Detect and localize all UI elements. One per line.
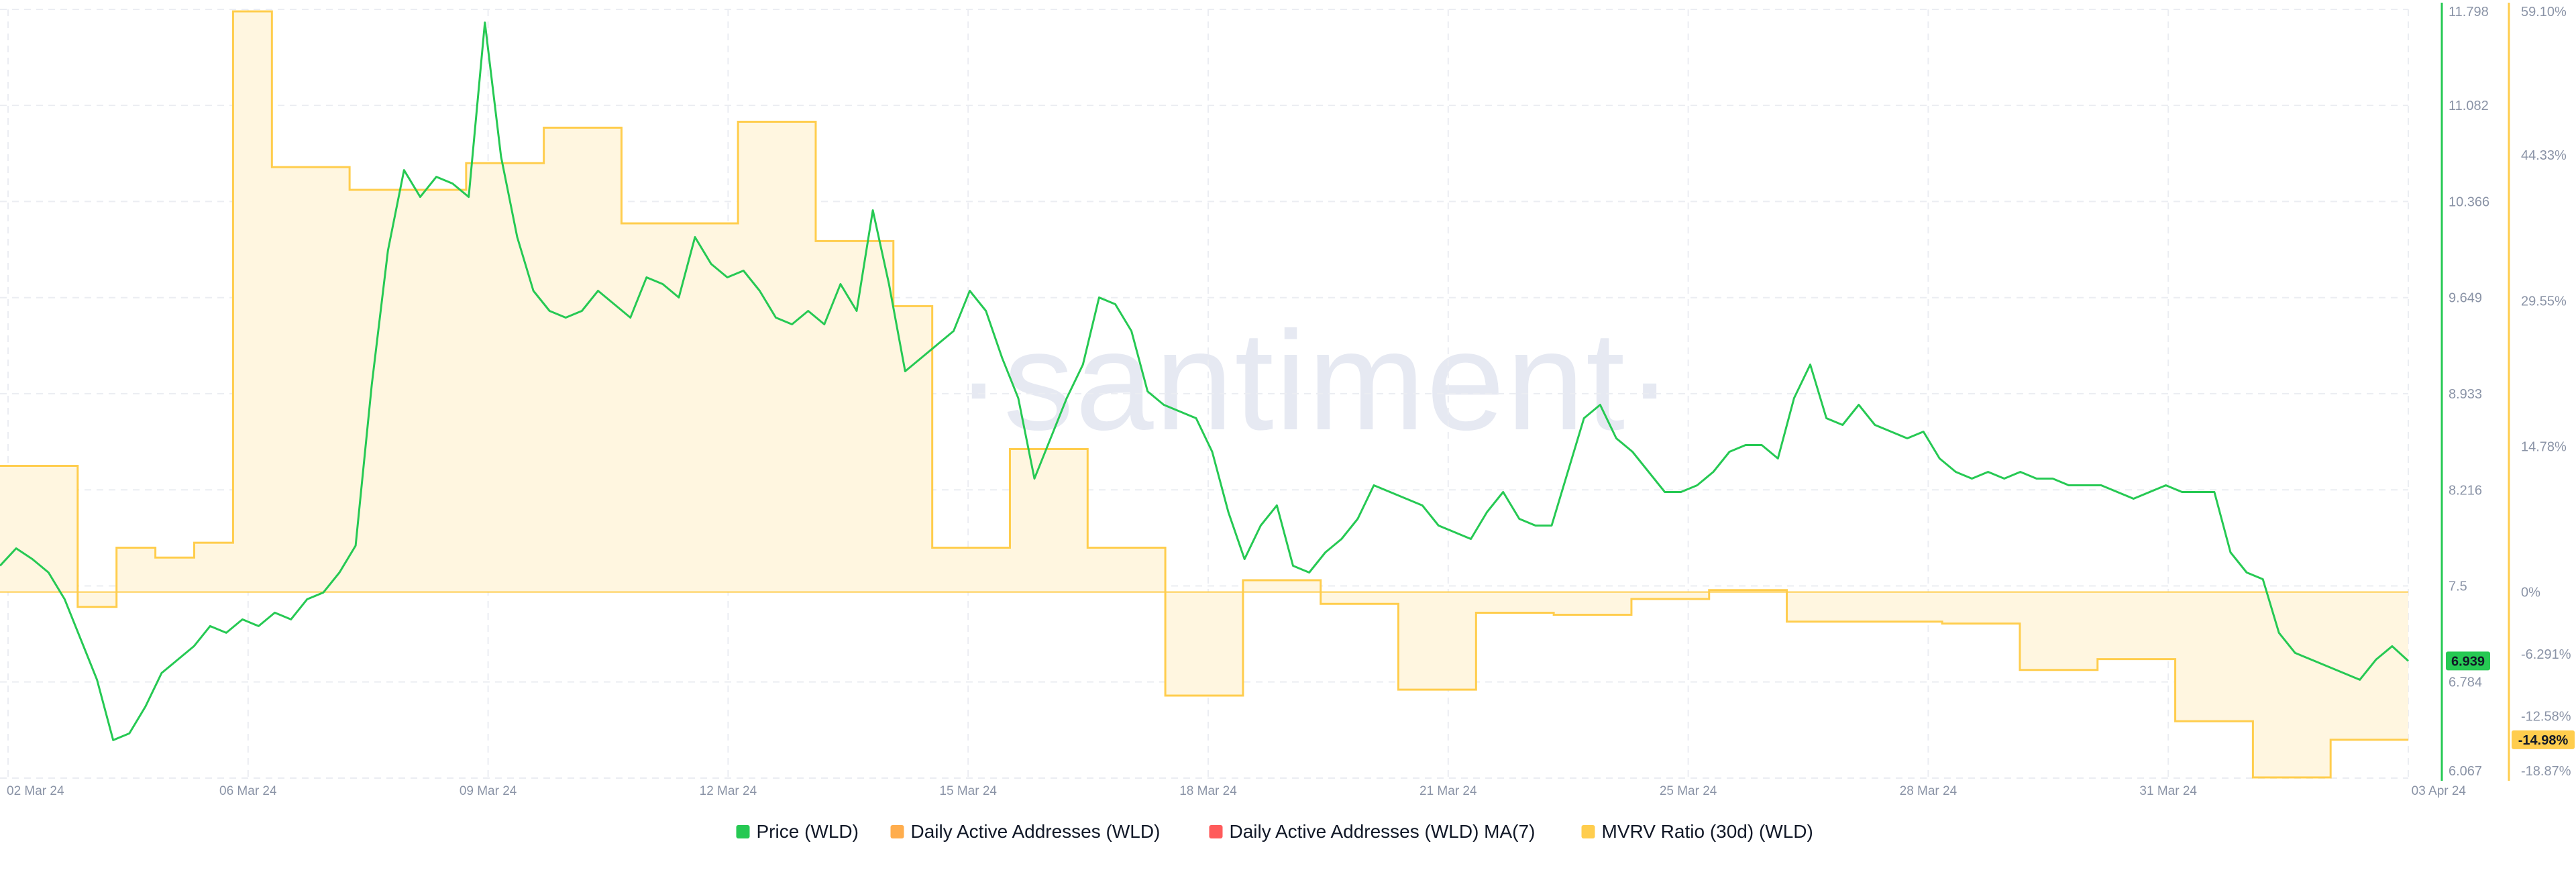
price-badge — [2446, 651, 2490, 671]
mvrv-tick-label: -18.87% — [2521, 764, 2571, 779]
legend-label[interactable]: Daily Active Addresses (WLD) MA(7) — [1230, 821, 1536, 842]
price-tick-label: 9.649 — [2449, 291, 2482, 306]
x-tick-label: 21 Mar 24 — [1419, 784, 1477, 798]
price-tick-label: 11.082 — [2449, 99, 2489, 113]
price-tick-label: 6.784 — [2449, 675, 2482, 690]
legend-swatch — [1209, 825, 1223, 838]
price-tick-label: 7.5 — [2449, 579, 2467, 594]
mvrv-badge-label: -14.98% — [2518, 733, 2569, 748]
x-tick-label: 09 Mar 24 — [460, 784, 517, 798]
legend-label[interactable]: Daily Active Addresses (WLD) — [911, 821, 1161, 842]
price-tick-label: 11.798 — [2449, 5, 2489, 19]
mvrv-tick-label: 14.78% — [2521, 439, 2567, 454]
price-badge-label: 6.939 — [2451, 654, 2485, 669]
price-tick-label: 8.933 — [2449, 387, 2482, 402]
legend-swatch — [890, 825, 904, 838]
price-tick-label: 10.366 — [2449, 195, 2489, 209]
price-tick-label: 6.067 — [2449, 764, 2482, 779]
price-tick-label: 8.216 — [2449, 483, 2482, 498]
legend-swatch — [1581, 825, 1595, 838]
mvrv-badge — [2512, 730, 2575, 749]
legend-label[interactable]: Price (WLD) — [757, 821, 859, 842]
x-tick-label: 12 Mar 24 — [700, 784, 757, 798]
x-tick-label: 18 Mar 24 — [1179, 784, 1237, 798]
mvrv-tick-label: 29.55% — [2521, 294, 2567, 309]
mvrv-tick-label: -6.291% — [2521, 647, 2571, 662]
x-tick-label: 28 Mar 24 — [1900, 784, 1957, 798]
legend-label[interactable]: MVRV Ratio (30d) (WLD) — [1602, 821, 1813, 842]
x-tick-label: 02 Mar 24 — [7, 784, 64, 798]
x-tick-label: 31 Mar 24 — [2139, 784, 2197, 798]
mvrv-tick-label: -12.58% — [2521, 710, 2571, 724]
legend-swatch — [736, 825, 750, 838]
mvrv-tick-label: 44.33% — [2521, 148, 2567, 163]
x-tick-label: 03 Apr 24 — [2412, 784, 2467, 798]
mvrv-tick-label: 59.10% — [2521, 5, 2567, 19]
mvrv-area — [0, 11, 2408, 777]
watermark-text: ·santiment· — [955, 302, 1674, 459]
price-line — [0, 21, 2410, 741]
mvrv-line — [0, 10, 2408, 779]
mvrv-tick-label: 0% — [2521, 586, 2540, 600]
x-tick-label: 06 Mar 24 — [219, 784, 277, 798]
x-tick-label: 25 Mar 24 — [1660, 784, 1717, 798]
x-tick-label: 15 Mar 24 — [939, 784, 997, 798]
